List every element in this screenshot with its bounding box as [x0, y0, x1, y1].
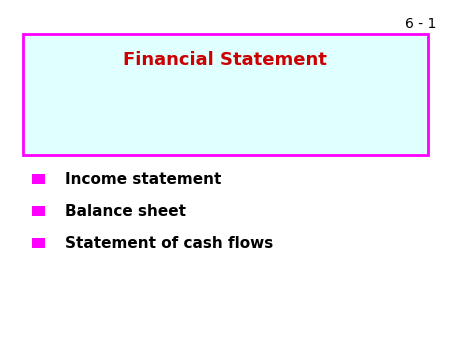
Text: Financial Statement: Financial Statement [123, 51, 327, 69]
FancyBboxPatch shape [32, 174, 45, 184]
Text: Statement of cash flows: Statement of cash flows [65, 236, 274, 251]
Text: Balance sheet: Balance sheet [65, 204, 186, 219]
Text: 6 - 1: 6 - 1 [405, 17, 436, 31]
Text: Income statement: Income statement [65, 172, 221, 187]
FancyBboxPatch shape [32, 206, 45, 216]
FancyBboxPatch shape [22, 34, 427, 155]
FancyBboxPatch shape [32, 238, 45, 248]
